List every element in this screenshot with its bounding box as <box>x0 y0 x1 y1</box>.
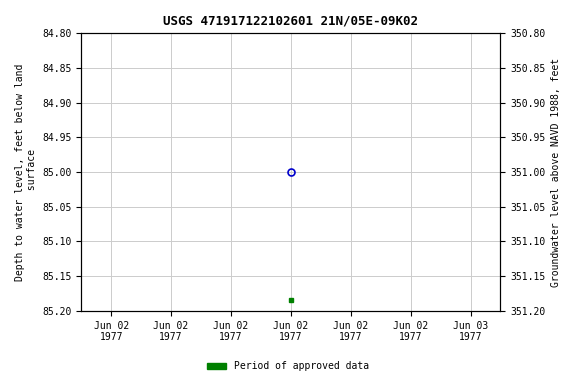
Title: USGS 471917122102601 21N/05E-09K02: USGS 471917122102601 21N/05E-09K02 <box>164 15 418 28</box>
Y-axis label: Groundwater level above NAVD 1988, feet: Groundwater level above NAVD 1988, feet <box>551 58 561 286</box>
Legend: Period of approved data: Period of approved data <box>203 358 373 375</box>
Y-axis label: Depth to water level, feet below land
 surface: Depth to water level, feet below land su… <box>15 63 37 281</box>
